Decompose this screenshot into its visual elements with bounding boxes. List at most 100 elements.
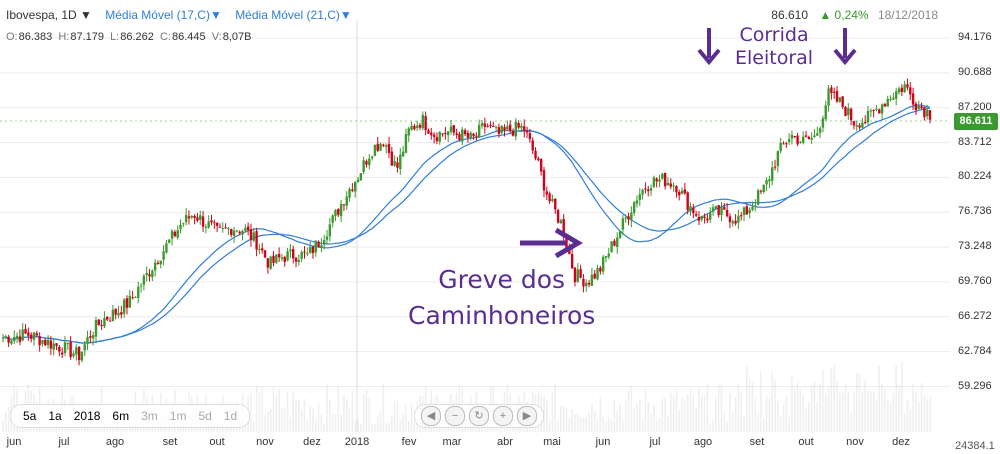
candle-body [303, 251, 306, 253]
x-tick-label: dez [892, 436, 910, 448]
x-tick-label: ago [693, 436, 713, 448]
candle-body [762, 184, 765, 192]
candle-body [75, 347, 78, 355]
zoom-1d[interactable]: 1d [223, 409, 238, 423]
candle-body [858, 125, 861, 128]
ma17-line [2, 104, 931, 344]
volume-bar [844, 384, 847, 432]
volume-bar [743, 415, 745, 432]
volume-bar [391, 414, 393, 432]
x-tick-label: 2018 [344, 436, 370, 448]
x-tick-label: mar [442, 436, 462, 448]
volume-bar [723, 413, 726, 432]
y-tick-label: 59.296 [958, 379, 992, 392]
close-label: C: [159, 31, 171, 43]
volume-bar [267, 411, 269, 432]
ma17-indicator[interactable]: Média Móvel (17,C)▼ [105, 8, 222, 22]
candle-body [748, 209, 751, 214]
candle-body [587, 282, 591, 285]
candle-body [69, 341, 72, 358]
candle-body [661, 173, 664, 179]
chevron-right-icon[interactable]: ▶ [517, 406, 537, 426]
candle-body [720, 207, 723, 216]
zoom-2018[interactable]: 2018 [73, 409, 101, 423]
x-tick-label: ago [105, 436, 125, 448]
candle-body [376, 143, 379, 151]
candle-body [325, 236, 329, 240]
candle-body [413, 125, 416, 130]
volume-bar [799, 388, 802, 432]
candle-body [906, 84, 909, 88]
volume-bar [298, 400, 300, 432]
candle-body [725, 209, 729, 217]
candle-body [562, 219, 565, 238]
volume-bar [252, 420, 255, 432]
ma21-indicator[interactable]: Média Móvel (21,C)▼ [235, 8, 352, 22]
candle-body [514, 121, 518, 137]
candle-body [883, 103, 887, 107]
zoom-6m[interactable]: 6m [112, 409, 130, 423]
candle-body [511, 131, 515, 136]
candle-body [328, 224, 332, 237]
candle-body [165, 243, 168, 253]
volume-bar [912, 383, 914, 432]
volume-bar [337, 386, 340, 432]
volume-bar [371, 423, 373, 432]
candle-body [630, 212, 633, 221]
zoom-1m[interactable]: 1m [169, 409, 187, 423]
close-value: 86.445 [171, 31, 206, 43]
candle-body [362, 160, 365, 172]
high-label: H: [58, 31, 70, 43]
volume-bar [878, 365, 881, 432]
candle-body [283, 257, 286, 262]
candle-body [38, 335, 41, 346]
candle-body [697, 216, 701, 221]
symbol-selector[interactable]: Ibovespa, 1D ▼ [6, 8, 92, 22]
candle-body [878, 109, 881, 114]
volume-bar [644, 387, 647, 432]
volume-bar [647, 402, 650, 432]
zoom-out-icon[interactable]: − [445, 406, 465, 426]
candle-body [108, 320, 112, 322]
volume-bar [2, 420, 4, 432]
candle-body [576, 269, 579, 282]
candle-body [379, 143, 382, 151]
reset-icon[interactable]: ↻ [469, 406, 489, 426]
candle-body [534, 150, 537, 159]
volume-bar [785, 395, 788, 432]
candle-body [337, 208, 340, 215]
volume-bar [760, 371, 762, 432]
candle-body [246, 226, 250, 230]
chevron-left-icon[interactable]: ◀ [421, 406, 441, 426]
zoom-5a[interactable]: 5a [23, 409, 37, 423]
volume-bar [385, 423, 387, 432]
volume-bar [362, 394, 365, 432]
x-tick-label: dez [303, 436, 321, 448]
volume-bar [813, 382, 816, 432]
zoom-1a[interactable]: 1a [48, 409, 62, 423]
zoom-in-icon[interactable]: + [493, 406, 513, 426]
volume-bar [810, 385, 813, 432]
candle-body [480, 123, 484, 126]
candle-body [323, 239, 326, 245]
volume-bar [607, 417, 610, 432]
candle-body [596, 268, 599, 280]
candle-body [179, 225, 182, 230]
candle-body [111, 309, 115, 322]
volume-bar [700, 394, 703, 432]
candle-body [94, 320, 98, 337]
y-tick-label: 80.224 [958, 170, 992, 183]
volume-bar [692, 395, 695, 432]
candle-body [294, 257, 298, 262]
candle-body [477, 125, 481, 137]
candle-body [106, 316, 109, 320]
candle-body [232, 230, 236, 236]
corrida-annotation: Corrida Eleitoral [735, 24, 813, 70]
candle-body [852, 121, 856, 126]
zoom-3m[interactable]: 3m [141, 409, 158, 423]
zoom-5d[interactable]: 5d [198, 409, 212, 423]
candle-body [579, 269, 582, 278]
volume-bar [565, 408, 568, 432]
